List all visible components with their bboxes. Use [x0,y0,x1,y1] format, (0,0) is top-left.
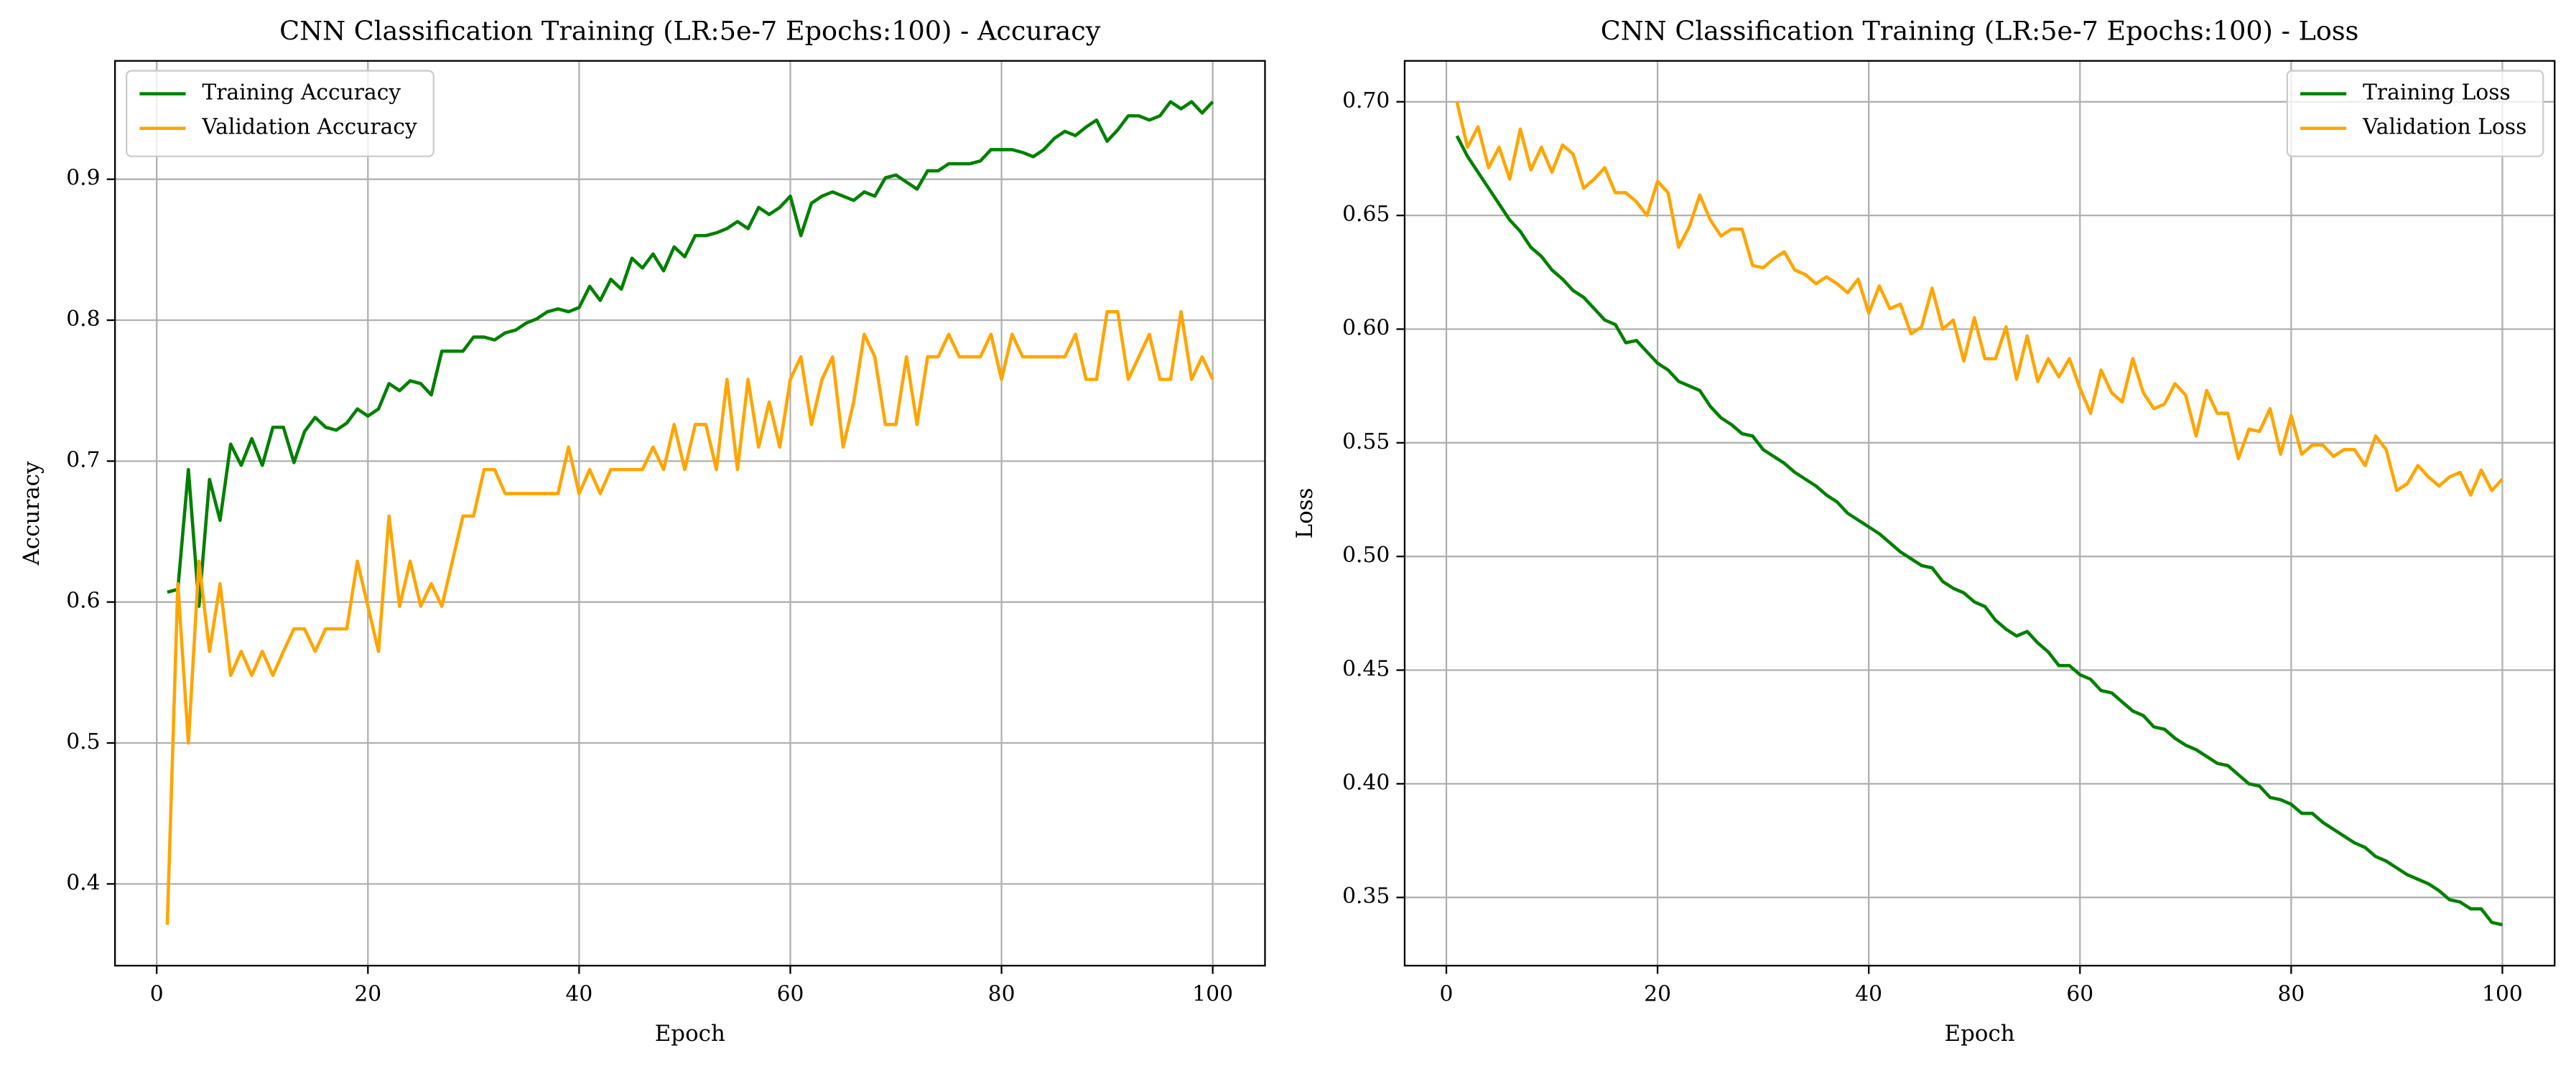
y-tick-label: 0.5 [66,729,100,754]
y-tick-label: 0.55 [1342,429,1390,454]
y-tick-label: 0.65 [1342,202,1390,227]
data-line [165,309,1214,925]
legend-label: Training Loss [2363,80,2511,106]
x-tick-label: 60 [777,981,804,1006]
legend-label: Training Accuracy [202,80,401,106]
chart-title: CNN Classification Training (LR:5e-7 Epo… [1601,15,2359,46]
plot-frame [1403,60,2556,967]
x-tick-label: 20 [354,981,381,1006]
y-axis-label: Accuracy [19,461,45,566]
data-line [1455,101,2504,497]
data-line [167,100,1214,608]
x-tick-label: 100 [1192,981,1233,1006]
legend: Training Loss Validation Loss [2286,70,2544,157]
y-tick-label: 0.8 [66,307,100,332]
x-tick-label: 40 [565,981,592,1006]
y-tick-label: 0.50 [1342,543,1390,568]
x-tick-label: 0 [150,981,164,1006]
legend-frame [2286,70,2544,157]
x-tick-label: 80 [2277,981,2305,1006]
data-line [1455,135,2503,927]
legend-label: Validation Loss [2362,115,2526,140]
x-tick-label: 80 [988,981,1015,1006]
y-tick-label: 0.6 [66,589,100,614]
legend-label: Validation Accuracy [201,115,417,140]
x-tick-label: 0 [1440,981,1454,1006]
x-axis-label: Epoch [1945,1021,2015,1047]
y-tick-label: 0.40 [1342,770,1390,795]
x-tick-label: 100 [2482,981,2523,1006]
x-tick-label: 40 [1855,981,1882,1006]
legend: Training Accuracy Validation Accuracy [126,70,434,157]
x-axis-label: Epoch [655,1021,725,1047]
x-tick-label: 60 [2066,981,2093,1006]
x-tick-label: 20 [1644,981,1671,1006]
y-tick-label: 0.35 [1342,884,1390,909]
y-tick-label: 0.4 [66,870,100,895]
y-axis-label: Loss [1292,488,1318,539]
plot-frame [113,60,1266,967]
y-tick-label: 0.60 [1342,315,1390,340]
y-tick-label: 0.70 [1342,88,1390,113]
chart-title: CNN Classification Training (LR:5e-7 Epo… [279,15,1101,46]
legend-frame [126,70,434,157]
y-tick-label: 0.9 [66,166,100,191]
y-tick-label: 0.45 [1342,656,1390,681]
y-tick-label: 0.7 [66,447,100,472]
